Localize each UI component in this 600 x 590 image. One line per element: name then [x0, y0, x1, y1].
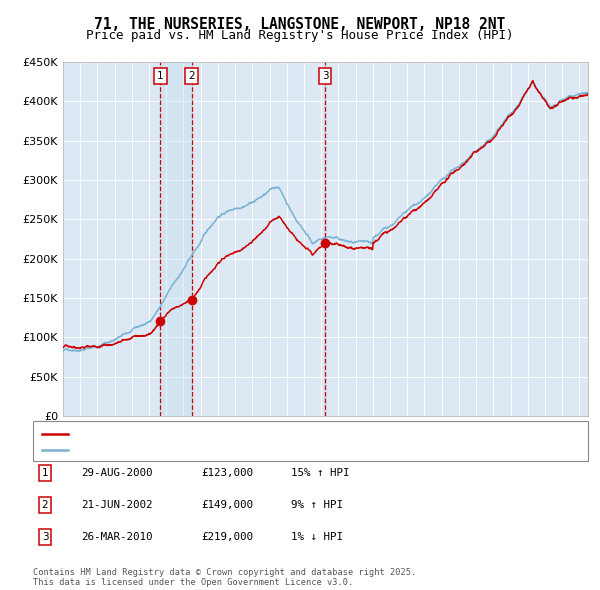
Text: 29-AUG-2000: 29-AUG-2000: [81, 468, 152, 478]
Text: HPI: Average price, detached house, Newport: HPI: Average price, detached house, Newp…: [73, 445, 331, 454]
Text: 2: 2: [188, 71, 195, 81]
Text: 21-JUN-2002: 21-JUN-2002: [81, 500, 152, 510]
Text: £149,000: £149,000: [201, 500, 253, 510]
Text: £123,000: £123,000: [201, 468, 253, 478]
Text: Price paid vs. HM Land Registry's House Price Index (HPI): Price paid vs. HM Land Registry's House …: [86, 30, 514, 42]
Text: 1% ↓ HPI: 1% ↓ HPI: [291, 532, 343, 542]
Text: 3: 3: [322, 71, 328, 81]
Text: 3: 3: [41, 532, 49, 542]
Text: £219,000: £219,000: [201, 532, 253, 542]
Bar: [160, 62, 191, 416]
Text: 1: 1: [41, 468, 49, 478]
Text: 15% ↑ HPI: 15% ↑ HPI: [291, 468, 349, 478]
Text: 1: 1: [157, 71, 164, 81]
Text: 2: 2: [41, 500, 49, 510]
Text: 26-MAR-2010: 26-MAR-2010: [81, 532, 152, 542]
Text: Contains HM Land Registry data © Crown copyright and database right 2025.
This d: Contains HM Land Registry data © Crown c…: [33, 568, 416, 587]
Bar: [325, 62, 326, 416]
Text: 71, THE NURSERIES, LANGSTONE, NEWPORT, NP18 2NT: 71, THE NURSERIES, LANGSTONE, NEWPORT, N…: [94, 17, 506, 31]
Text: 9% ↑ HPI: 9% ↑ HPI: [291, 500, 343, 510]
Text: 71, THE NURSERIES, LANGSTONE, NEWPORT, NP18 2NT (detached house): 71, THE NURSERIES, LANGSTONE, NEWPORT, N…: [73, 430, 457, 439]
